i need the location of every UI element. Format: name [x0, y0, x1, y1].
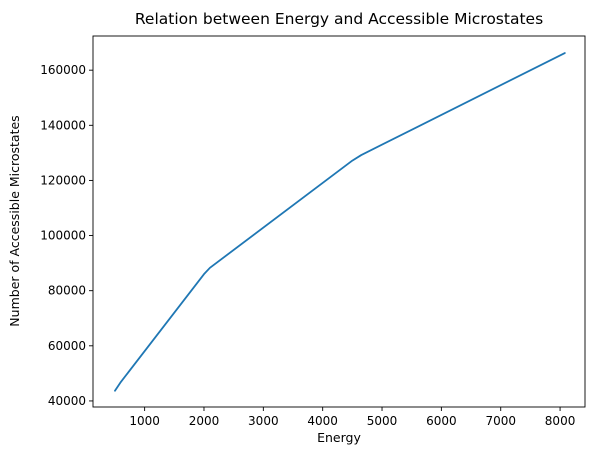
y-axis-label: Number of Accessible Microstates [7, 115, 22, 326]
x-tick-label: 5000 [367, 414, 398, 428]
y-tick-label: 80000 [48, 284, 86, 298]
x-tick-label: 4000 [307, 414, 338, 428]
x-axis-ticks: 1000 2000 3000 4000 5000 6000 7000 8000 [129, 407, 575, 428]
series-line-1 [114, 52, 566, 392]
y-tick-label: 60000 [48, 339, 86, 353]
plot-area [114, 52, 566, 392]
x-tick-label: 3000 [248, 414, 279, 428]
y-tick-label: 100000 [40, 229, 86, 243]
x-tick-label: 8000 [545, 414, 576, 428]
x-tick-label: 1000 [129, 414, 160, 428]
x-tick-label: 6000 [426, 414, 457, 428]
y-tick-label: 40000 [48, 394, 86, 408]
y-tick-label: 160000 [40, 63, 86, 77]
y-tick-label: 120000 [40, 173, 86, 187]
chart-title: Relation between Energy and Accessible M… [135, 10, 543, 28]
x-axis-label: Energy [317, 430, 361, 445]
y-tick-label: 140000 [40, 118, 86, 132]
x-tick-label: 7000 [485, 414, 516, 428]
y-axis-ticks: 40000 60000 80000 100000 120000 140000 160000 [40, 63, 93, 408]
plot-frame [92, 35, 586, 408]
x-tick-label: 2000 [189, 414, 220, 428]
